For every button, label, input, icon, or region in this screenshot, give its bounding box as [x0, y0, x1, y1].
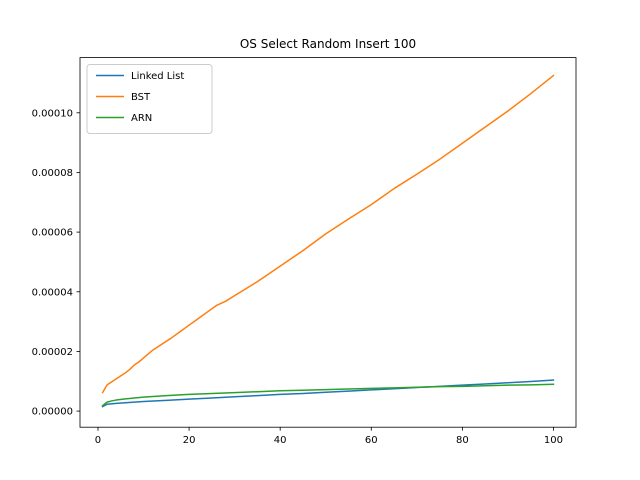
- y-tick-label: 0.00004: [32, 287, 73, 298]
- y-tick-label: 0.00010: [32, 108, 73, 119]
- x-tick-label: 80: [456, 435, 469, 446]
- x-tick-label: 0: [95, 435, 101, 446]
- legend-box: [86, 64, 213, 134]
- chart-title: OS Select Random Insert 100: [240, 37, 416, 51]
- x-tick-label: 60: [365, 435, 378, 446]
- x-tick-label: 20: [183, 435, 196, 446]
- y-tick-label: 0.00000: [32, 407, 73, 418]
- legend-label-2: ARN: [131, 113, 152, 124]
- legend: Linked List BST ARN: [86, 64, 213, 134]
- plot-area: [101, 74, 555, 408]
- x-tick-label: 40: [274, 435, 287, 446]
- x-tick-label: 100: [544, 435, 563, 446]
- y-tick-label: 0.00006: [32, 228, 73, 239]
- axes: 0 20 40 60 80 100 0.00000 0.00002 0.00004 0.00006…: [32, 57, 577, 446]
- series-line-0: [101, 379, 555, 408]
- y-tick-label: 0.00002: [32, 347, 73, 358]
- series-line-1: [101, 74, 555, 394]
- axes-frame: [79, 57, 577, 428]
- legend-label-1: BST: [131, 92, 151, 103]
- series-line-2: [101, 383, 555, 407]
- y-tick-label: 0.00008: [32, 168, 73, 179]
- legend-label-0: Linked List: [131, 71, 184, 82]
